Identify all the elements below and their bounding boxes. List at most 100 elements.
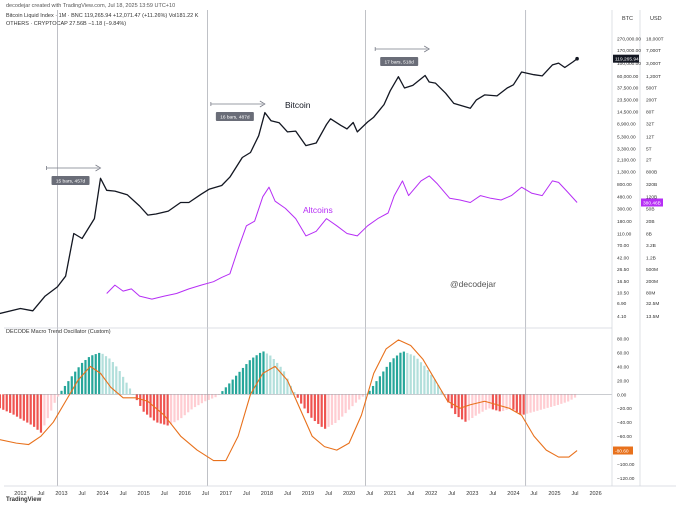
oscillator-bar [235, 375, 238, 395]
oscillator-bar [26, 394, 29, 423]
usd-tick-label: 320B [646, 182, 657, 188]
oscillator-bar [347, 394, 351, 410]
time-tick-label: 2024 [507, 491, 519, 497]
oscillator-bar [371, 385, 375, 395]
oscillator-bar [104, 356, 108, 395]
oscillator-bar [241, 367, 245, 395]
oscillator-bar [169, 394, 173, 425]
oscillator-bar [115, 366, 118, 395]
oscillator-bar [163, 394, 166, 425]
oscillator-bar [430, 374, 433, 395]
time-tick-label: Jul [161, 491, 168, 497]
btc-tick-label: 26.50 [617, 267, 629, 273]
usd-tick-label: 500M [646, 267, 658, 273]
oscillator-bar [180, 394, 183, 419]
oscillator-bar [519, 394, 522, 415]
cycle-label-box [215, 112, 254, 121]
oscillator-bar [159, 394, 162, 424]
time-tick-label: Jul [325, 491, 332, 497]
oscillator-bar [413, 355, 416, 395]
oscillator-bar [508, 394, 512, 409]
btc-price-label: 119,265.94 [615, 57, 639, 63]
oscillator-bar [289, 385, 292, 395]
oscillator-bar [217, 394, 221, 395]
usd-tick-label: 80M [646, 290, 655, 296]
usd-tick-label: 12T [646, 135, 654, 141]
oscillator-bar [204, 394, 207, 402]
oscillator-bar [135, 394, 138, 401]
usd-tick-label: 32T [646, 122, 654, 128]
oscillator-bar [183, 394, 186, 416]
oscillator-bar [337, 394, 340, 421]
usd-tick-label: 120B [646, 195, 657, 201]
oscillator-bar [515, 394, 518, 412]
oscillator-bar [46, 394, 49, 419]
oscillator-bar [276, 362, 279, 395]
oscillator-bar [214, 394, 217, 398]
cycle-label: 16 bars, 487d [220, 115, 250, 121]
oscillator-bar [491, 394, 494, 410]
oscillator-bar [481, 394, 484, 412]
author-line: decodejar created with TradingView.com, … [6, 3, 176, 9]
time-tick-label: Jul [530, 491, 537, 497]
usd-tick-label: 2T [646, 158, 652, 164]
oscillator-bar [320, 394, 323, 427]
oscillator-bar [300, 394, 303, 404]
oscillator-bar [101, 353, 104, 395]
oscillator-bar [317, 394, 320, 424]
oscillator-bar [211, 394, 214, 399]
btc-tick-label: 270,000.00 [617, 36, 641, 42]
oscillator-bar [279, 366, 282, 395]
oscillator-bar [122, 376, 125, 395]
oscillator-bar [454, 394, 457, 415]
oscillator-bar [460, 394, 464, 420]
oscillator-bar [478, 394, 481, 414]
oscillator-bar [385, 366, 388, 395]
time-tick-label: Jul [202, 491, 209, 497]
oscillator-bar [19, 394, 22, 419]
oscillator-bar [29, 394, 32, 425]
altcoin-cap-label: 380.46B [643, 201, 661, 207]
usd-tick-label: 1.2B [646, 256, 656, 262]
oscillator-bar [224, 387, 227, 395]
oscillator-bar [91, 355, 94, 395]
oscillator-bar [190, 394, 193, 410]
osc-tick-label: 60.00 [617, 350, 629, 356]
usd-tick-label: 200T [646, 97, 657, 103]
time-tick-label: 2017 [220, 491, 232, 497]
oscillator-bar [354, 394, 358, 403]
osc-tick-label: 0.00 [617, 392, 627, 398]
oscillator-bar [327, 394, 330, 427]
time-tick-label: 2022 [425, 491, 437, 497]
oscillator-bar [94, 354, 97, 395]
osc-tick-label: 80.00 [617, 336, 629, 342]
btc-tick-label: 800.00 [617, 182, 632, 188]
btc-tick-label: 3,300.00 [617, 146, 636, 152]
oscillator-bar [546, 394, 549, 408]
oscillator-bar [536, 394, 539, 411]
oscillator-bar [2, 394, 5, 410]
oscillator-bar [358, 394, 361, 400]
oscillator-bar [303, 394, 306, 409]
osc-tick-label: −60.00 [617, 434, 632, 440]
oscillator-bar [368, 390, 371, 395]
oscillator-bar [63, 385, 67, 395]
oscillator-bar [87, 357, 91, 395]
osc-tick-label: −40.00 [617, 420, 632, 426]
oscillator-bar [60, 390, 63, 395]
btc-tick-label: 1,300.00 [617, 170, 636, 176]
btc-tick-label: 16.50 [617, 279, 629, 285]
btc-legend-line: Bitcoin Liquid Index · 1M · BNC 119,265.… [6, 13, 199, 19]
oscillator-bar [296, 394, 299, 398]
oscillator-bar [293, 391, 296, 395]
oscillator-bar [36, 394, 39, 430]
oscillator-bar [416, 358, 419, 395]
oscillator-bar [334, 394, 337, 423]
bitcoin-last-point [575, 56, 579, 61]
oscillator-bar [53, 394, 56, 403]
oscillator-bar [200, 394, 203, 404]
usd-tick-label: 32.5M [646, 301, 659, 307]
oscillator-bar [9, 394, 12, 413]
usd-tick-label: 13.5M [646, 314, 659, 320]
